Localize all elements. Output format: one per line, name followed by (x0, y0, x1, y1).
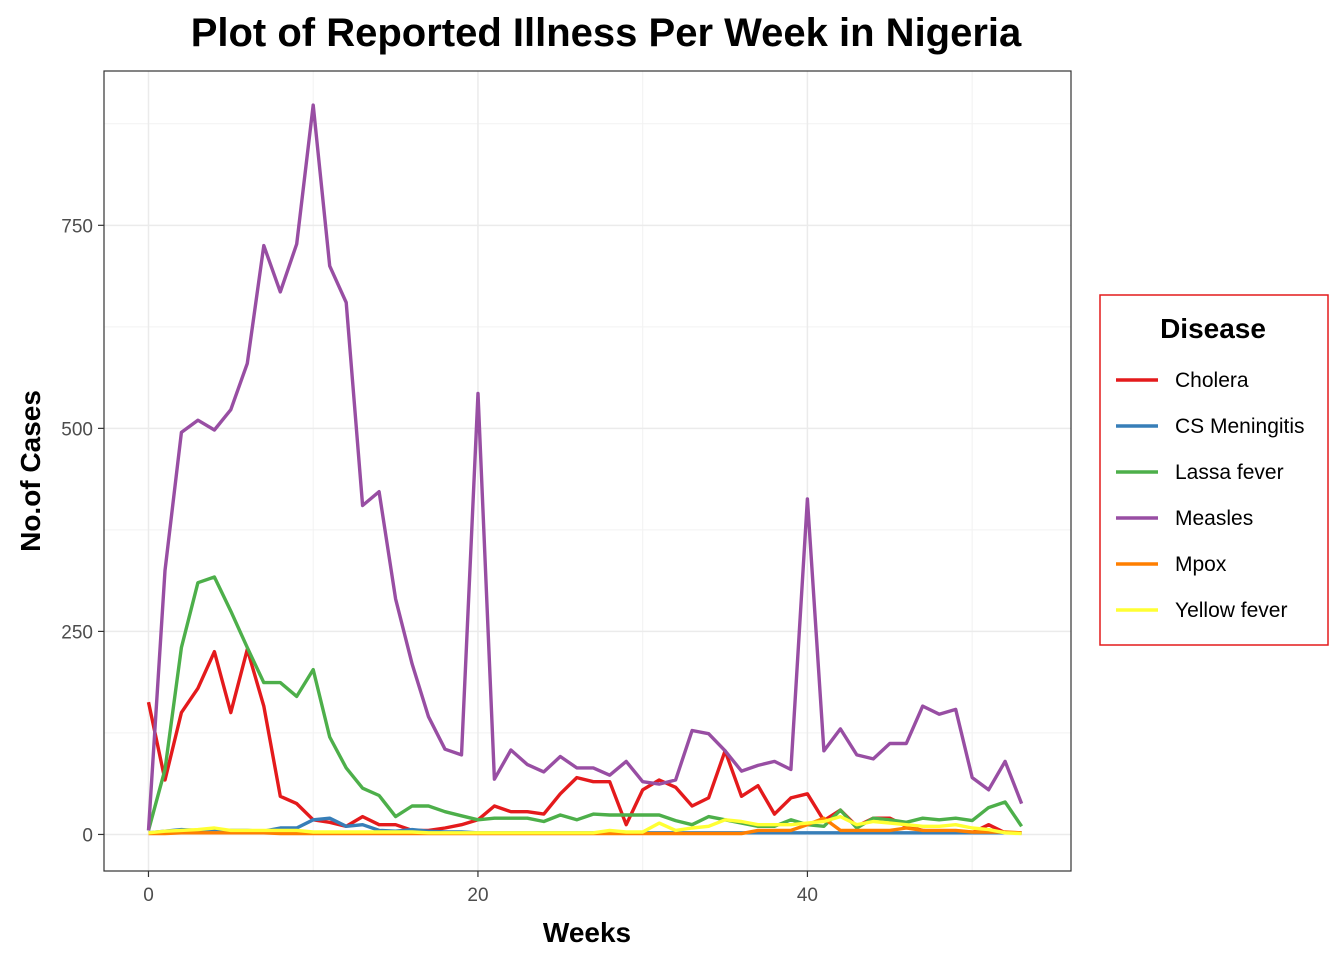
series-lines (146, 103, 1024, 836)
series-line-yellow-fever (148, 814, 1022, 836)
legend-label-cs-meningitis: CS Meningitis (1175, 415, 1305, 438)
legend-title: Disease (1160, 313, 1266, 344)
y-tick-label: 750 (61, 216, 93, 237)
legend-label-yellow-fever: Yellow fever (1175, 599, 1287, 622)
legend-label-cholera: Cholera (1175, 369, 1249, 392)
legend-label-mpox: Mpox (1175, 553, 1227, 576)
y-tick-label: 500 (61, 419, 93, 440)
y-tick-label: 0 (82, 825, 93, 846)
y-axis: 0 250 500 750 (61, 216, 104, 846)
series-line-lassa-fever (146, 575, 1024, 831)
plot-border (103, 70, 1072, 872)
chart-title: Plot of Reported Illness Per Week in Nig… (191, 11, 1022, 55)
plot-panel (104, 71, 1071, 871)
x-tick-label: 0 (143, 885, 154, 906)
x-axis-title: Weeks (543, 917, 631, 948)
x-tick-label: 20 (467, 885, 488, 906)
legend-label-measles: Measles (1175, 507, 1253, 530)
grid-minor-lines (104, 71, 1071, 871)
y-tick-label: 250 (61, 622, 93, 643)
legend: Disease Cholera CS Meningitis Lassa fever M… (1099, 294, 1329, 646)
x-axis: 0 20 40 (143, 871, 818, 906)
series-line-measles (146, 103, 1024, 831)
legend-label-lassa-fever: Lassa fever (1175, 461, 1284, 484)
x-tick-label: 40 (797, 885, 818, 906)
y-axis-title: No.of Cases (15, 390, 46, 552)
legend-box (1099, 294, 1329, 646)
legend-items: Cholera CS Meningitis Lassa fever Measles Mp… (1116, 369, 1305, 622)
